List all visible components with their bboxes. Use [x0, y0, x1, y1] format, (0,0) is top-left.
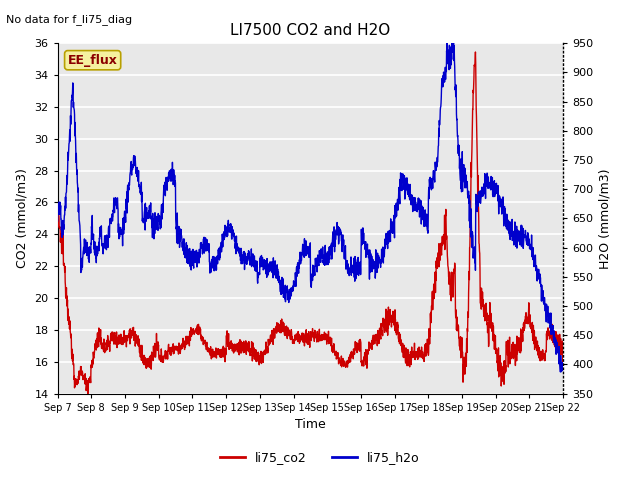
Y-axis label: H2O (mmol/m3): H2O (mmol/m3) [599, 168, 612, 269]
Text: No data for f_li75_diag: No data for f_li75_diag [6, 14, 132, 25]
X-axis label: Time: Time [295, 418, 326, 431]
Text: EE_flux: EE_flux [68, 54, 118, 67]
Title: LI7500 CO2 and H2O: LI7500 CO2 and H2O [230, 23, 390, 38]
Y-axis label: CO2 (mmol/m3): CO2 (mmol/m3) [16, 168, 29, 268]
Legend: li75_co2, li75_h2o: li75_co2, li75_h2o [215, 446, 425, 469]
